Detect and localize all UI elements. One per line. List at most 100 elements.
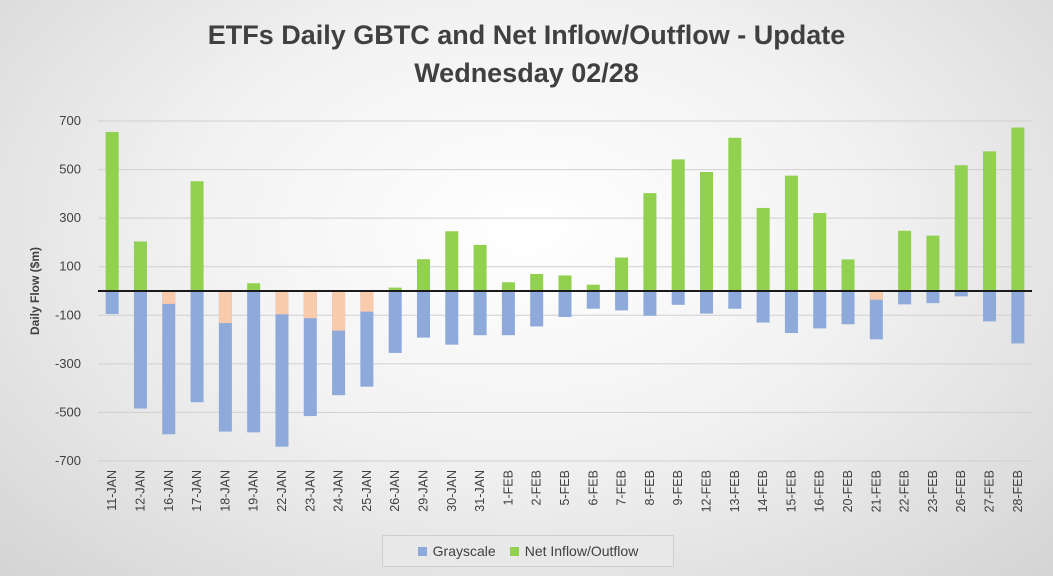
x-tick-label: 16-JAN: [162, 470, 176, 512]
y-axis-ticks: 700 500 300 100 -100 -300 -500 -700: [55, 113, 81, 468]
bar-grayscale: [360, 291, 374, 387]
x-tick-label: 20-FEB: [841, 470, 855, 512]
x-tick-label: 28-FEB: [1011, 470, 1025, 512]
x-tick-label: 26-FEB: [954, 470, 968, 512]
x-tick-label: 7-FEB: [615, 470, 629, 505]
legend-item-grayscale: Grayscale: [417, 543, 496, 559]
x-tick-label: 2-FEB: [530, 470, 544, 505]
y-tick-label: -700: [55, 453, 81, 468]
bar-grayscale: [473, 291, 487, 336]
bar-grayscale: [105, 291, 119, 315]
bar-net-flow: [983, 151, 997, 291]
y-tick-label: -100: [55, 307, 81, 322]
bar-net-flow: [756, 207, 770, 291]
bar-net-flow-negative: [303, 291, 317, 319]
legend-swatch-net-flow: [509, 546, 519, 556]
legend: Grayscale Net Inflow/Outflow: [382, 535, 674, 567]
bar-net-flow: [841, 259, 855, 291]
x-axis-ticks: 11-JAN 12-JAN 16-JAN 17-JAN 18-JAN 19-JAN 22-J…: [105, 470, 1025, 512]
x-tick-label: 31-JAN: [473, 470, 487, 512]
legend-swatch-grayscale: [417, 546, 427, 556]
bar-net-flow: [388, 287, 402, 291]
y-axis-label: Daily Flow ($m): [28, 247, 42, 335]
bar-grayscale: [983, 291, 997, 322]
y-tick-label: 100: [59, 259, 81, 274]
x-tick-label: 22-JAN: [275, 470, 289, 512]
x-tick-label: 22-FEB: [898, 470, 912, 512]
bar-net-flow-negative: [275, 291, 289, 315]
bar-grayscale: [841, 291, 855, 325]
chart-title: ETFs Daily GBTC and Net Inflow/Outflow -…: [0, 16, 1053, 92]
bar-grayscale: [671, 291, 685, 305]
x-tick-label: 18-JAN: [218, 470, 232, 512]
x-tick-label: 17-JAN: [190, 470, 204, 512]
bar-grayscale: [530, 291, 544, 327]
bar-net-flow: [784, 175, 798, 291]
bar-grayscale: [586, 291, 600, 309]
bar-net-flow: [473, 244, 487, 291]
x-tick-label: 27-FEB: [983, 470, 997, 512]
bar-net-flow-negative: [218, 291, 232, 324]
bar-grayscale: [247, 291, 261, 433]
bar-net-flow: [105, 131, 119, 291]
legend-label-net-flow: Net Inflow/Outflow: [524, 543, 639, 559]
x-tick-label: 8-FEB: [643, 470, 657, 505]
bar-grayscale: [700, 291, 714, 314]
x-tick-label: 23-JAN: [303, 470, 317, 512]
bar-net-flow: [643, 193, 657, 291]
bar-grayscale: [643, 291, 657, 316]
bar-grayscale: [501, 291, 515, 336]
bar-net-flow-negative: [162, 291, 176, 304]
bar-grayscale: [756, 291, 770, 323]
bar-net-flow: [671, 159, 685, 291]
bar-net-flow: [501, 282, 515, 291]
legend-item-net-flow: Net Inflow/Outflow: [509, 543, 639, 559]
bar-net-flow: [1011, 127, 1025, 291]
x-tick-label: 30-JAN: [445, 470, 459, 512]
bar-net-flow: [416, 259, 430, 291]
x-tick-label: 25-JAN: [360, 470, 374, 512]
chart-title-line-1: ETFs Daily GBTC and Net Inflow/Outflow -…: [207, 20, 846, 50]
x-tick-label: 21-FEB: [869, 470, 883, 512]
bar-net-flow: [530, 274, 544, 291]
y-tick-label: -300: [55, 356, 81, 371]
bar-grayscale: [728, 291, 742, 309]
legend-label-grayscale: Grayscale: [432, 543, 496, 559]
bar-grayscale: [784, 291, 798, 334]
bar-net-flow: [586, 284, 600, 291]
bar-grayscale: [1011, 291, 1025, 344]
x-tick-label: 29-JAN: [416, 470, 430, 512]
x-tick-label: 26-JAN: [388, 470, 402, 512]
bar-grayscale: [190, 291, 204, 403]
bar-grayscale: [218, 291, 232, 432]
bar-net-flow: [558, 275, 572, 291]
bar-grayscale: [558, 291, 572, 317]
bar-grayscale: [133, 291, 147, 409]
bar-net-flow: [133, 241, 147, 291]
chart-plot: 700 500 300 100 -100 -300 -500 -700 11-JAN 12-JA…: [28, 113, 1032, 512]
x-tick-label: 1-FEB: [501, 470, 515, 505]
bar-net-flow: [813, 213, 827, 291]
bar-net-flow: [954, 165, 968, 291]
bar-grayscale: [926, 291, 940, 304]
x-tick-label: 15-FEB: [784, 470, 798, 512]
bar-net-flow: [445, 231, 459, 291]
y-tick-label: -500: [55, 404, 81, 419]
bar-net-flow: [700, 172, 714, 291]
x-tick-label: 24-JAN: [332, 470, 346, 512]
bar-net-flow-negative: [332, 291, 346, 331]
bar-net-flow: [615, 257, 629, 291]
bar-net-flow: [728, 137, 742, 291]
bar-grayscale: [162, 291, 176, 435]
bar-net-flow-negative: [869, 291, 883, 300]
bar-grayscale: [954, 291, 968, 297]
bar-grayscale: [275, 291, 289, 447]
x-tick-label: 11-JAN: [105, 470, 119, 511]
y-tick-label: 700: [59, 113, 81, 128]
bars: [105, 127, 1025, 447]
x-tick-label: 19-JAN: [247, 470, 261, 512]
chart-title-line-2: Wednesday 02/28: [414, 58, 639, 88]
x-tick-label: 12-JAN: [133, 470, 147, 512]
bar-grayscale: [869, 291, 883, 340]
x-tick-label: 13-FEB: [728, 470, 742, 512]
